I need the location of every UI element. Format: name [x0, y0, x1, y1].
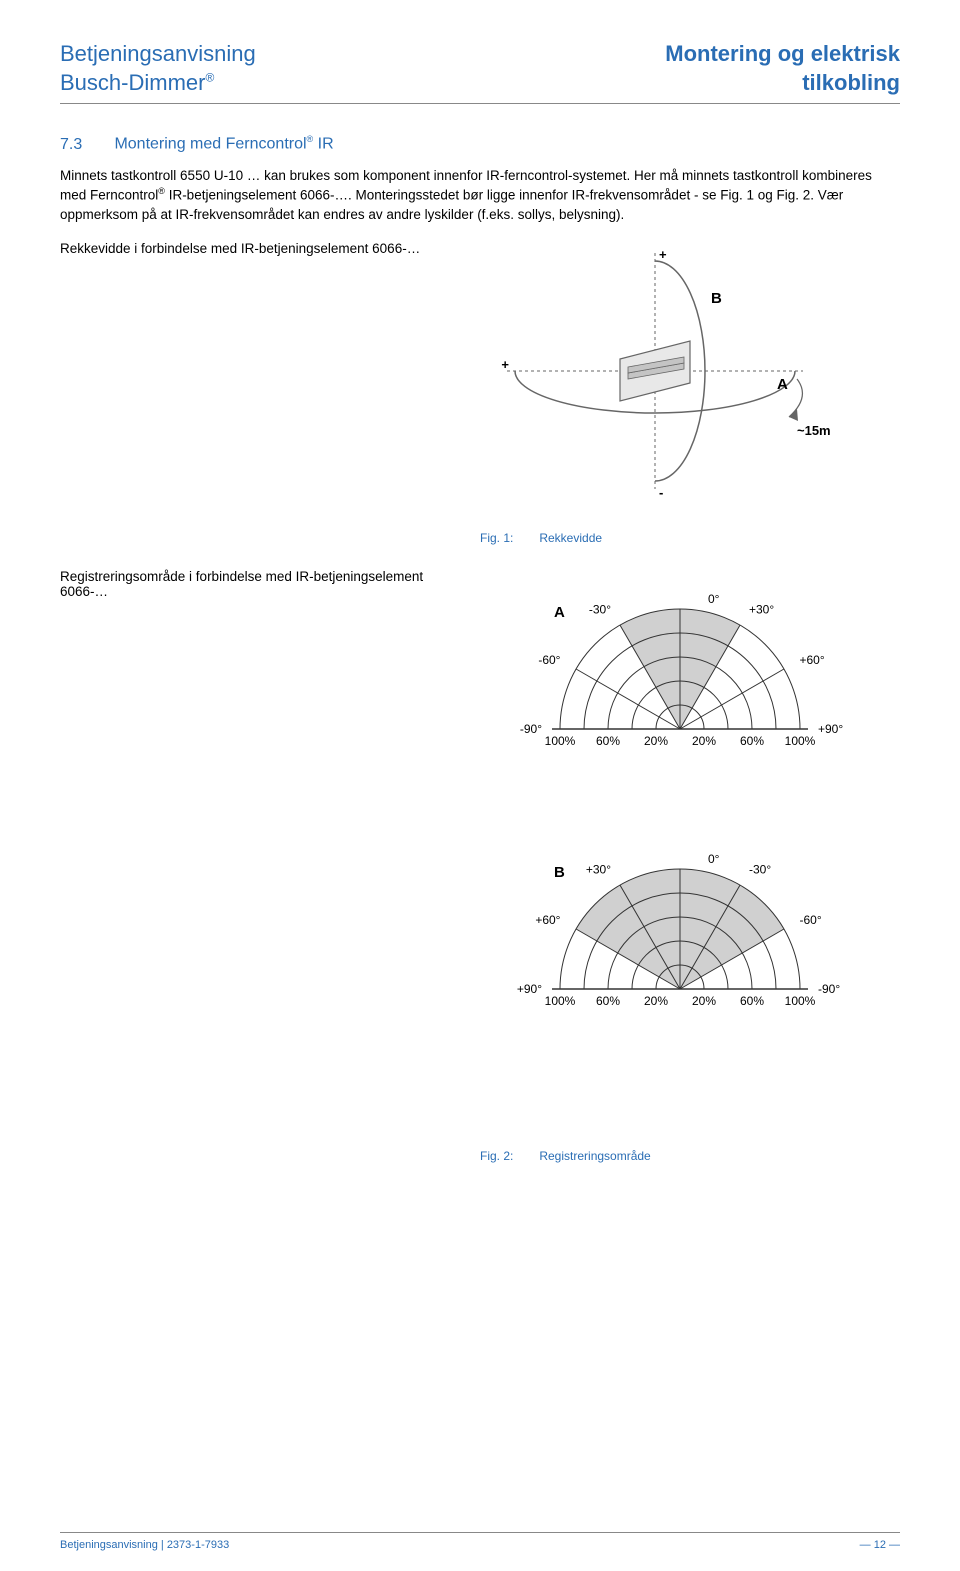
- fig2-caption: Fig. 2: Registreringsområde: [480, 1149, 900, 1163]
- header-right: Montering og elektrisk tilkobling: [665, 40, 900, 97]
- svg-text:60%: 60%: [596, 994, 620, 1008]
- svg-text:A: A: [554, 604, 565, 621]
- svg-text:100%: 100%: [785, 734, 816, 748]
- svg-text:-30°: -30°: [749, 862, 771, 876]
- header-title-1: Betjeningsanvisning: [60, 40, 256, 69]
- page-header: Betjeningsanvisning Busch-Dimmer® Monter…: [60, 40, 900, 104]
- fig2-label: Registreringsområde i forbindelse med IR…: [60, 569, 440, 599]
- fig2-row: Registreringsområde i forbindelse med IR…: [60, 569, 900, 1129]
- fig2-diagram: 0° -30° -60° -90° +30° +60° +90° A 100% 60% 20% 20%…: [470, 569, 890, 1129]
- footer-left: Betjeningsanvisning | 2373-1-7933: [60, 1539, 229, 1551]
- page-footer: Betjeningsanvisning | 2373-1-7933 — 12 —: [60, 1532, 900, 1551]
- svg-text:0°: 0°: [708, 852, 720, 866]
- fig1-row: Rekkevidde i forbindelse med IR-betjenin…: [60, 241, 900, 511]
- svg-text:60%: 60%: [596, 734, 620, 748]
- fig1-diagram: + - B + A ~15m: [470, 241, 830, 511]
- body-paragraph: Minnets tastkontroll 6550 U-10 … kan bru…: [60, 166, 900, 225]
- svg-text:20%: 20%: [644, 734, 668, 748]
- svg-text:100%: 100%: [545, 994, 576, 1008]
- footer-right: — 12 —: [860, 1539, 900, 1551]
- svg-text:100%: 100%: [785, 994, 816, 1008]
- svg-text:-90°: -90°: [520, 722, 542, 736]
- svg-text:B: B: [554, 864, 565, 881]
- fig1-caption: Fig. 1: Rekkevidde: [480, 531, 900, 545]
- header-left: Betjeningsanvisning Busch-Dimmer®: [60, 40, 256, 97]
- svg-text:-90°: -90°: [818, 982, 840, 996]
- svg-text:+60°: +60°: [800, 653, 825, 667]
- svg-text:+: +: [501, 357, 509, 372]
- svg-text:+: +: [659, 247, 667, 262]
- svg-text:+30°: +30°: [749, 602, 774, 616]
- fig1-label: Rekkevidde i forbindelse med IR-betjenin…: [60, 241, 440, 256]
- svg-text:+30°: +30°: [586, 862, 611, 876]
- svg-text:-60°: -60°: [800, 913, 822, 927]
- section-title: 7.3 Montering med Ferncontrol® IR: [60, 134, 900, 153]
- svg-text:B: B: [711, 290, 722, 307]
- svg-text:-60°: -60°: [538, 653, 560, 667]
- svg-text:60%: 60%: [740, 734, 764, 748]
- svg-text:+60°: +60°: [535, 913, 560, 927]
- svg-text:-: -: [659, 485, 663, 500]
- svg-text:+90°: +90°: [818, 722, 843, 736]
- svg-text:~15m: ~15m: [797, 423, 830, 438]
- svg-text:0°: 0°: [708, 592, 720, 606]
- svg-text:20%: 20%: [692, 734, 716, 748]
- svg-text:A: A: [777, 376, 788, 393]
- header-title-2: Busch-Dimmer®: [60, 69, 256, 98]
- svg-text:20%: 20%: [692, 994, 716, 1008]
- svg-text:20%: 20%: [644, 994, 668, 1008]
- svg-text:100%: 100%: [545, 734, 576, 748]
- svg-text:-30°: -30°: [589, 602, 611, 616]
- svg-text:60%: 60%: [740, 994, 764, 1008]
- svg-text:+90°: +90°: [517, 982, 542, 996]
